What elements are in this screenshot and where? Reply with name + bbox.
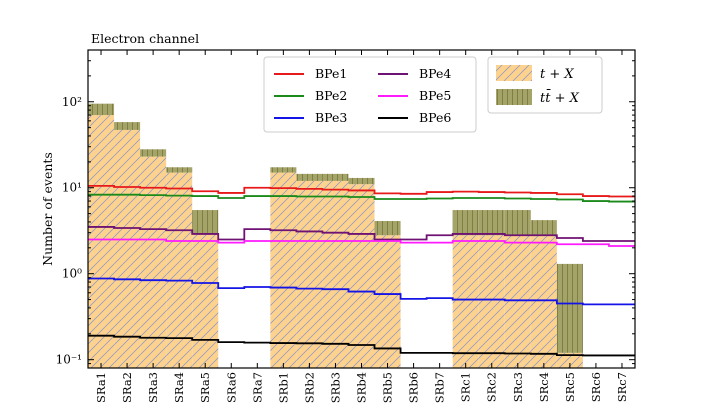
x-tick-label: SRa2: [120, 372, 134, 403]
y-axis-label: Number of events: [40, 152, 55, 266]
x-tick-label: SRb3: [328, 372, 342, 403]
bar-ttx-SRa5: [192, 210, 219, 234]
x-tick-label: SRc7: [615, 372, 629, 402]
axis-ticks: [88, 49, 635, 369]
x-tick-label: SRb1: [276, 372, 290, 403]
x-tick-label: SRa6: [224, 372, 238, 403]
legend-label-BPe5: BPe5: [419, 88, 451, 103]
x-tick-label: SRc2: [485, 372, 499, 402]
bar-tx-SRa3: [140, 156, 167, 368]
x-tick-label: SRc1: [459, 372, 473, 402]
bar-tx-SRb1: [270, 172, 297, 368]
bar-ttx-SRb4: [348, 177, 375, 185]
series-line-BPe2: [88, 193, 635, 203]
y-tick-label: 10²: [62, 95, 82, 109]
legend-label-BPe4: BPe4: [419, 66, 451, 81]
y-tick-label: 10⁰: [62, 267, 82, 281]
bar-ttx-SRc3: [504, 210, 531, 236]
x-tick-label: SRb5: [381, 372, 395, 403]
legend-backgrounds: t + X tt̄ + X: [487, 56, 603, 114]
legend-lines: BPe1 BPe2 BPe3 BPe4 BPe5 BPe6: [263, 56, 477, 133]
series-line-BPe4: [88, 226, 635, 242]
bar-ttx-SRb3: [322, 173, 349, 181]
bar-ttx-SRb1: [270, 167, 297, 173]
y-tick-label: 10⁻¹: [56, 353, 82, 367]
x-tick-label: SRb6: [407, 372, 421, 403]
x-tick-label: SRb7: [433, 372, 447, 403]
x-tick-labels: SRa1 SRa2 SRa3 SRa4 SRa5 SRa6 SRa7 SRb1 SRb2 SRb3…: [94, 372, 629, 403]
chart-title: Electron channel: [91, 31, 199, 46]
bar-tx-SRb4: [348, 184, 375, 368]
legend-swatch-bg-1: [496, 89, 532, 105]
legend-label-BPe3: BPe3: [315, 110, 347, 125]
bar-tx-SRc5: [556, 352, 583, 368]
bar-tx-SRc1: [452, 235, 479, 368]
x-tick-label: SRa4: [172, 372, 186, 403]
series-line-BPe3: [88, 277, 635, 306]
x-tick-label: SRa3: [146, 372, 160, 403]
bar-tx-SRc3: [504, 235, 531, 368]
y-tick-label: 10¹: [62, 181, 82, 195]
series-line-BPe5: [88, 238, 635, 247]
x-tick-label: SRa7: [250, 372, 264, 403]
series-line-BPe1: [88, 185, 635, 198]
bar-ttx-SRa3: [140, 149, 167, 157]
x-tick-label: SRb4: [355, 372, 369, 403]
bar-tx-SRc4: [530, 235, 557, 368]
bar-tx-SRa5: [192, 233, 219, 368]
x-tick-label: SRc4: [537, 372, 551, 402]
x-tick-label: SRc5: [563, 372, 577, 402]
bar-ttx-SRa4: [166, 167, 193, 173]
bar-tx-SRb3: [322, 180, 349, 368]
signal-lines: [88, 185, 635, 357]
legend-lines-box: [263, 56, 477, 133]
bar-tx-SRa1: [88, 115, 115, 368]
legend-label-BPe2: BPe2: [315, 88, 347, 103]
legend-label-bg-0: t + X: [540, 67, 574, 82]
bar-tx-SRa4: [166, 172, 193, 368]
bar-ttx-SRc1: [452, 210, 479, 236]
bar-ttx-SRa2: [114, 122, 141, 130]
x-tick-label: SRc6: [589, 372, 603, 402]
y-tick-labels: 10⁻¹ 10⁰ 10¹ 10²: [56, 95, 83, 367]
x-tick-label: SRc3: [511, 372, 525, 402]
series-line-BPe6: [88, 334, 635, 357]
legend-swatch-bg-0: [496, 65, 532, 81]
bar-tx-SRa2: [114, 129, 141, 368]
legend-label-BPe1: BPe1: [315, 66, 347, 81]
bar-ttx-SRc4: [530, 220, 557, 236]
legend-label-BPe6: BPe6: [419, 110, 451, 125]
bar-tx-SRb5: [374, 235, 401, 368]
stacked-bars: [88, 103, 583, 368]
legend-label-bg-1: tt̄ + X: [540, 89, 580, 106]
x-tick-label: SRb2: [302, 372, 316, 403]
bar-ttx-SRc5: [556, 263, 583, 353]
bar-ttx-SRa1: [88, 103, 115, 116]
x-tick-label: SRa5: [198, 372, 212, 403]
bar-tx-SRb2: [296, 180, 323, 368]
bar-ttx-SRb2: [296, 173, 323, 181]
x-tick-label: SRa1: [94, 372, 108, 403]
bar-ttx-SRb5: [374, 221, 401, 236]
bar-ttx-SRc2: [478, 210, 505, 236]
bar-tx-SRc2: [478, 235, 505, 368]
